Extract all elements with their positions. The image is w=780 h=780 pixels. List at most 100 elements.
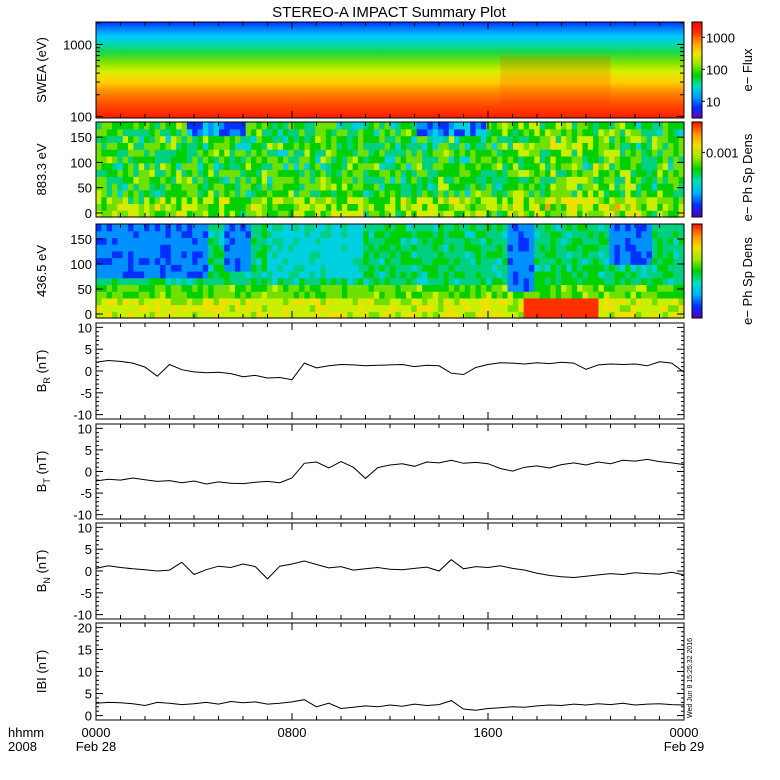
pad_436-cell (593, 297, 600, 306)
pad_883-cell (561, 189, 567, 198)
pad_883-cell (491, 162, 498, 171)
pad_883-cell (395, 155, 402, 164)
pad_436-cell (454, 271, 461, 279)
time-tick-label: 0000 (82, 725, 111, 740)
pad_883-cell (240, 196, 247, 205)
pad_436-cell (213, 237, 220, 245)
pad_883-cell (486, 210, 493, 218)
pad_883-cell (202, 162, 209, 171)
pad_436-cell (197, 291, 204, 299)
pad_883-cell (470, 203, 477, 211)
pad_436-cell (218, 224, 225, 232)
pad_436-cell (384, 277, 391, 286)
pad_436-cell (347, 311, 354, 319)
pad_436-cell (635, 224, 642, 232)
pad_436-cell (245, 244, 252, 252)
pad_883-cell (379, 122, 386, 130)
pad_883-cell (149, 142, 156, 150)
pad_436-cell (512, 271, 519, 279)
pad_883-cell (582, 149, 589, 157)
pad_436-cell (416, 257, 423, 265)
pad_883-cell (459, 169, 466, 177)
pad_436-cell (438, 224, 445, 232)
pad_436-cell (197, 250, 204, 259)
pad_436-cell (293, 304, 300, 312)
pad_436-cell (101, 311, 108, 319)
pad_436-cell (470, 311, 477, 319)
pad_436-cell (491, 224, 498, 232)
pad_883-cell (325, 128, 332, 137)
pad_883-cell (662, 196, 669, 205)
pad_883-cell (678, 162, 685, 171)
pad_883-cell (512, 122, 519, 130)
pad_436-cell (229, 304, 236, 312)
swea-ytick-label: 1000 (63, 37, 92, 52)
pad_436-cell (577, 297, 584, 306)
pad_436-cell (325, 264, 332, 272)
pad_883-cell (293, 169, 300, 177)
pad_883-cell (470, 176, 477, 184)
pad_436-cell (406, 284, 412, 292)
pad_883-cell (299, 142, 306, 150)
pad_883-cell (577, 183, 584, 191)
pad_883-cell (96, 142, 102, 150)
pad_436-cell (480, 297, 487, 306)
pad_883-cell (357, 155, 364, 164)
pad_883-cell (331, 155, 338, 164)
pad_883-cell (480, 196, 487, 205)
pad_883-cell (555, 162, 562, 171)
pad_883-cell (667, 183, 674, 191)
pad_883-cell (128, 196, 135, 205)
pad_436-cell (667, 304, 674, 312)
pad_436-cell (186, 264, 193, 272)
pad_883-cell (416, 183, 423, 191)
pad_436-cell (566, 257, 573, 265)
pad_883-cell (293, 135, 300, 143)
pad_883-cell (390, 210, 396, 218)
pad_883-cell (277, 162, 284, 171)
pad_436-cell (112, 237, 118, 245)
pad_883-cell (379, 203, 386, 211)
pad_883-cell (234, 196, 241, 205)
pad_883-cell (577, 210, 584, 218)
pad_436-cell (406, 237, 412, 245)
pad_436-cell (400, 304, 407, 312)
pad_436-cell (496, 284, 503, 292)
pad_436-cell (331, 237, 338, 245)
pad_436-cell (197, 264, 204, 272)
pad_883-cell (192, 196, 199, 205)
pad_436-cell (662, 257, 669, 265)
pad_883-cell (309, 189, 316, 198)
pad_883-cell (352, 155, 359, 164)
pad_436-cell (320, 311, 327, 319)
pad_883-cell (256, 176, 263, 184)
pad_883-cell (603, 122, 610, 130)
pad_436-cell (229, 271, 236, 279)
pad_436-cell (609, 250, 616, 259)
pad_883-cell (518, 128, 525, 137)
pad_883-cell (208, 183, 215, 191)
pad_883-cell (144, 135, 151, 143)
pad_883-cell (545, 203, 551, 211)
pad_883-cell (325, 169, 332, 177)
pad_883-cell (224, 135, 231, 143)
pad_436-cell (224, 284, 231, 292)
pad_436-cell (288, 257, 295, 265)
pad_883-cell (357, 196, 364, 205)
pad_883-cell (582, 128, 589, 137)
pad_436-cell (245, 224, 252, 232)
pad_436-cell (341, 284, 348, 292)
pad_436-cell (384, 257, 391, 265)
pad_436-cell (154, 230, 161, 239)
pad_883-cell (154, 189, 161, 198)
pad_883-cell (181, 203, 188, 211)
pad_883-cell (566, 203, 573, 211)
pad_883-cell (202, 142, 209, 150)
pad_436-cell (293, 244, 300, 252)
pad_436-cell (170, 250, 177, 259)
pad_883-cell (625, 135, 632, 143)
pad_436-cell (491, 304, 498, 312)
pad_436-cell (245, 230, 252, 239)
pad_436-cell (539, 304, 546, 312)
pad_883-cell (480, 189, 487, 198)
